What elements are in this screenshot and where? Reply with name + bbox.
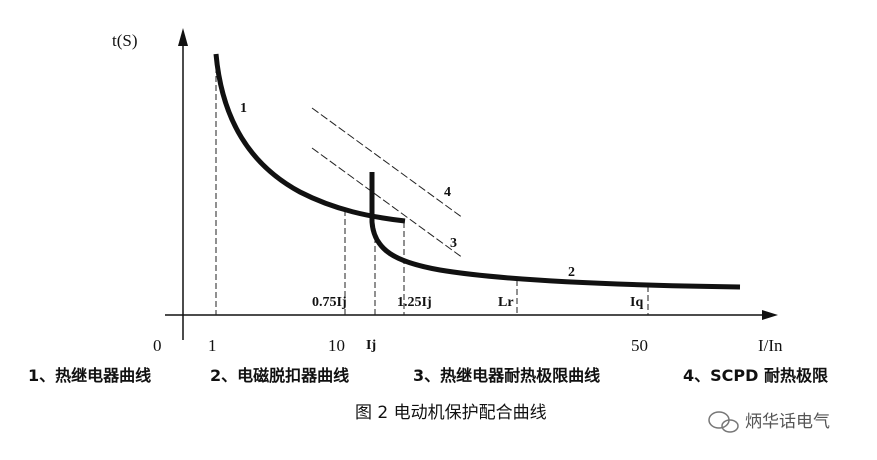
watermark-icon — [708, 411, 739, 433]
marker-label: Iq — [630, 295, 643, 310]
curve-label: 1 — [240, 101, 247, 116]
curve-2 — [369, 172, 741, 290]
legend-item: 1、热继电器曲线 — [28, 366, 151, 385]
curve-4 — [311, 107, 464, 219]
curve-3 — [311, 147, 464, 259]
y-arrow — [178, 28, 188, 46]
curve-label: 3 — [450, 236, 457, 251]
x-tick-label: Ij — [366, 338, 376, 353]
legend-item: 2、电磁脱扣器曲线 — [210, 366, 349, 385]
x-tick-label: 1 — [208, 336, 217, 355]
curve-1 — [213, 53, 406, 224]
marker-label: 0.75Ij — [312, 295, 347, 310]
x-tick-label: 50 — [631, 336, 648, 355]
x-tick-label: 0 — [153, 336, 162, 355]
curve-label: 2 — [568, 265, 575, 280]
curve-label: 4 — [444, 185, 451, 200]
marker-label: Lr — [498, 295, 514, 310]
y-axis-label: t(S) — [112, 31, 138, 50]
legend-item: 3、热继电器耐热极限曲线 — [413, 366, 600, 385]
x-arrow — [762, 310, 778, 320]
marker-label: 1.25Ij — [397, 295, 432, 310]
caption: 图 2 电动机保护配合曲线 — [355, 403, 547, 423]
watermark: 炳华话电气 — [745, 412, 830, 432]
x-tick-label: 10 — [328, 336, 345, 355]
legend-item: 4、SCPD 耐热极限 — [683, 366, 829, 385]
x-axis-label: I/In — [758, 336, 783, 355]
